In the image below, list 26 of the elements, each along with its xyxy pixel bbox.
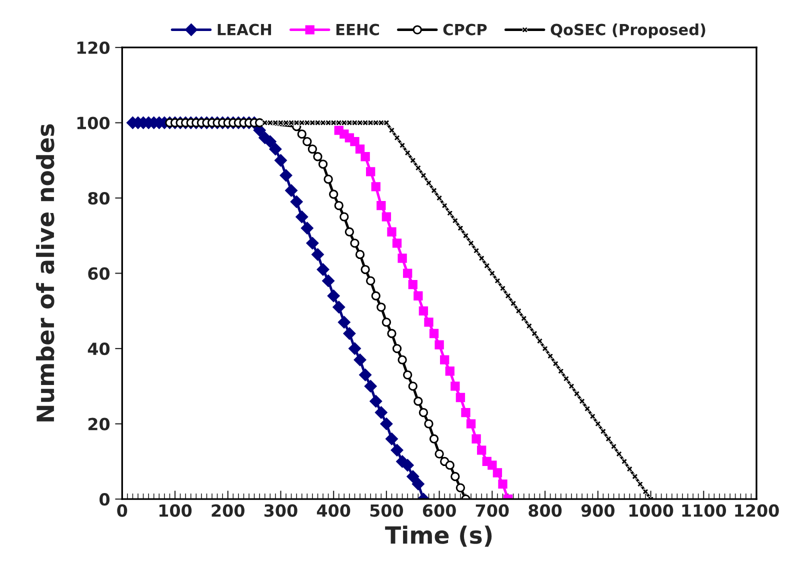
x-tick-label: 300 — [264, 504, 298, 517]
x-tick-label: 600 — [422, 504, 456, 517]
y-tick-label: 0 — [100, 493, 110, 506]
y-tick-label: 20 — [88, 418, 110, 430]
x-tick-label: 0 — [117, 504, 128, 517]
x-tick-label: 200 — [212, 504, 244, 517]
x-tick-label: 700 — [476, 504, 509, 517]
legend-label: LEACH — [218, 24, 272, 36]
x-tick-label: 1200 — [735, 504, 779, 517]
x-tick-label: 800 — [528, 504, 562, 517]
y-axis-title: Number of alive nodes — [36, 124, 54, 422]
y-tick-label: 120 — [77, 41, 110, 54]
y-tick-label: 60 — [88, 267, 110, 280]
x-tick-label: 400 — [316, 504, 350, 517]
y-tick-label: 40 — [88, 342, 110, 356]
x-tick-label: 500 — [370, 504, 404, 517]
x-axis-title: Time (s) — [385, 526, 492, 547]
x-tick-label: 100 — [159, 504, 192, 517]
y-tick-label: 80 — [88, 192, 110, 205]
y-tick-label: 100 — [77, 116, 110, 130]
x-tick-label: 900 — [581, 504, 614, 517]
legend-label: EEHC — [336, 24, 379, 36]
legend-label: CPCP — [443, 24, 487, 36]
legend-label: QoSEC (Proposed) — [550, 24, 706, 38]
x-tick-label: 1000 — [629, 504, 674, 517]
x-tick-label: 1100 — [682, 504, 726, 517]
